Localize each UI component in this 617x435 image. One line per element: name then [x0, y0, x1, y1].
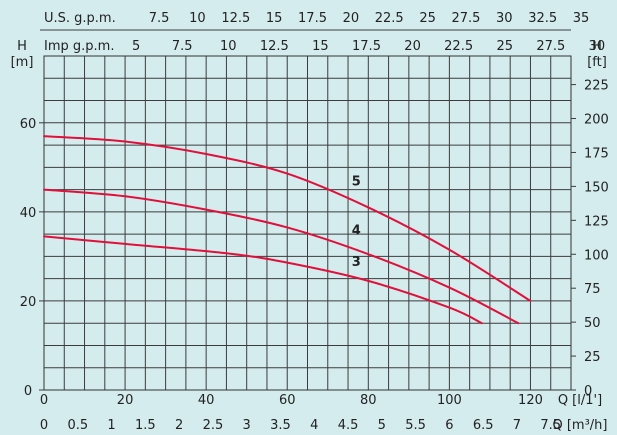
y-right-tick-label: 25: [584, 350, 601, 365]
x-m3h-tick-label: 3.5: [270, 418, 291, 433]
imp-gpm-tick-label: 27.5: [536, 39, 565, 54]
x-tick-label: 120: [518, 393, 543, 408]
us-gpm-tick-label: 17.5: [298, 11, 327, 26]
x-m3h-tick-label: 4.5: [338, 418, 359, 433]
x-tick-label: 0: [40, 393, 48, 408]
us-gpm-tick-label: 12.5: [221, 11, 250, 26]
us-gpm-tick-label: 35: [573, 11, 590, 26]
x-m3h-axis-label: Q [m³/h]: [552, 418, 607, 433]
y-right-tick-label: 225: [584, 79, 609, 94]
x-m3h-tick-label: 0.5: [67, 418, 88, 433]
us-gpm-tick-label: 22.5: [375, 11, 404, 26]
x-tick-label: 40: [198, 393, 215, 408]
y-tick-label: 20: [20, 295, 37, 310]
y-tick-label: 60: [20, 117, 37, 132]
us-gpm-tick-label: 20: [343, 11, 360, 26]
us-gpm-tick-label: 27.5: [451, 11, 480, 26]
y-axis-label: H: [17, 39, 27, 54]
x-m3h-tick-label: 0: [40, 418, 48, 433]
imp-gpm-tick-label: 12.5: [260, 39, 289, 54]
x-m3h-tick-label: 6.5: [473, 418, 494, 433]
us-gpm-tick-label: 10: [189, 11, 206, 26]
x-tick-label: 80: [360, 393, 377, 408]
us-gpm-tick-label: 30: [496, 11, 513, 26]
x-m3h-tick-label: 2: [175, 418, 183, 433]
x-m3h-tick-label: 2.5: [203, 418, 224, 433]
imp-gpm-tick-label: 15: [312, 39, 329, 54]
y-right-tick-label: 75: [584, 282, 601, 297]
y-axis-unit: [m]: [11, 55, 34, 70]
y-right-tick-label: 175: [584, 146, 609, 161]
x-axis-label: Q [l/1']: [558, 393, 602, 408]
imp-gpm-tick-label: 30: [589, 39, 606, 54]
x-m3h-tick-label: 1.5: [135, 418, 156, 433]
x-m3h-tick-label: 1: [107, 418, 115, 433]
us-gpm-axis-label: U.S. g.p.m.: [44, 11, 116, 26]
y-tick-label: 40: [20, 206, 37, 221]
imp-gpm-tick-label: 17.5: [352, 39, 381, 54]
x-m3h-tick-label: 5: [378, 418, 386, 433]
x-m3h-tick-label: 5.5: [405, 418, 426, 433]
imp-gpm-tick-label: 10: [220, 39, 237, 54]
imp-gpm-axis-label: Imp g.p.m.: [44, 39, 114, 54]
us-gpm-tick-label: 25: [419, 11, 436, 26]
x-m3h-tick-label: 3: [243, 418, 251, 433]
x-tick-label: 100: [437, 393, 462, 408]
y-right-tick-label: 200: [584, 113, 609, 128]
curve-label-4: 4: [352, 224, 361, 239]
imp-gpm-tick-label: 7.5: [172, 39, 193, 54]
y-right-axis-unit: [ft]: [587, 55, 607, 70]
x-m3h-tick-label: 4: [310, 418, 318, 433]
imp-gpm-tick-label: 20: [404, 39, 421, 54]
curve-label-5: 5: [352, 175, 361, 190]
x-m3h-tick-label: 6: [445, 418, 453, 433]
y-right-tick-label: 100: [584, 248, 609, 263]
curve-label-3: 3: [352, 255, 361, 270]
x-tick-label: 60: [279, 393, 296, 408]
imp-gpm-tick-label: 5: [132, 39, 140, 54]
y-right-tick-label: 50: [584, 316, 601, 331]
us-gpm-tick-label: 15: [266, 11, 283, 26]
x-tick-label: 20: [117, 393, 134, 408]
us-gpm-tick-label: 32.5: [528, 11, 557, 26]
y-tick-label: 0: [24, 384, 32, 399]
y-right-tick-label: 150: [584, 180, 609, 195]
y-right-tick-label: 125: [584, 214, 609, 229]
imp-gpm-tick-label: 25: [496, 39, 513, 54]
us-gpm-tick-label: 7.5: [149, 11, 170, 26]
imp-gpm-tick-label: 22.5: [444, 39, 473, 54]
x-m3h-tick-label: 7: [513, 418, 521, 433]
